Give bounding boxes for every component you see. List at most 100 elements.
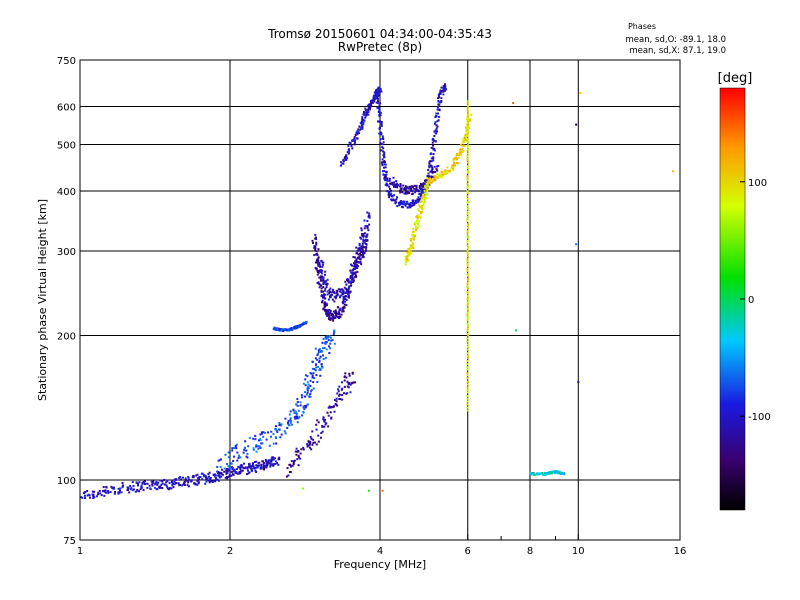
- data-point: [315, 243, 318, 246]
- data-point: [297, 454, 300, 457]
- colorbar-label: [deg]: [718, 71, 753, 86]
- data-point: [401, 206, 404, 209]
- data-point: [142, 480, 145, 483]
- data-point: [466, 218, 469, 221]
- data-point: [434, 179, 437, 182]
- data-point: [166, 479, 169, 482]
- data-point: [467, 334, 470, 337]
- data-point: [265, 463, 268, 466]
- data-point: [355, 266, 358, 269]
- data-point: [364, 109, 367, 112]
- data-point: [320, 277, 323, 280]
- data-point: [382, 147, 385, 150]
- data-point: [314, 261, 317, 264]
- data-point: [318, 286, 321, 289]
- data-point: [358, 261, 361, 264]
- data-point: [360, 127, 363, 130]
- data-point: [265, 460, 268, 463]
- data-point: [269, 465, 272, 468]
- data-point: [306, 375, 309, 378]
- data-point: [302, 410, 305, 413]
- data-point: [378, 132, 381, 135]
- data-point: [338, 296, 341, 299]
- data-point: [466, 354, 469, 357]
- data-point: [409, 185, 412, 188]
- data-point: [462, 150, 465, 153]
- data-point: [252, 447, 255, 450]
- data-point: [363, 239, 366, 242]
- data-point: [331, 339, 334, 342]
- data-point: [273, 457, 276, 460]
- data-point: [361, 119, 364, 122]
- data-point: [336, 392, 339, 395]
- data-point: [241, 465, 244, 468]
- data-point: [327, 425, 330, 428]
- data-point: [363, 251, 366, 254]
- data-point: [352, 262, 355, 265]
- data-point: [321, 296, 324, 299]
- data-point: [428, 161, 431, 164]
- data-point: [293, 412, 296, 415]
- data-point: [349, 383, 352, 386]
- data-point: [347, 281, 350, 284]
- data-point: [439, 90, 442, 93]
- data-point: [99, 492, 102, 495]
- data-point: [306, 403, 309, 406]
- data-point: [317, 260, 320, 263]
- data-point: [314, 347, 317, 350]
- data-point: [311, 239, 314, 242]
- data-point: [419, 188, 422, 191]
- data-point: [306, 389, 309, 392]
- data-point: [254, 434, 257, 437]
- data-point: [323, 293, 326, 296]
- data-point: [341, 387, 344, 390]
- data-point: [321, 279, 324, 282]
- data-point: [444, 85, 447, 88]
- data-point: [466, 200, 469, 203]
- data-point: [332, 315, 335, 318]
- data-point: [419, 195, 422, 198]
- data-point: [440, 97, 443, 100]
- data-point: [421, 185, 424, 188]
- data-point: [396, 186, 399, 189]
- data-point: [348, 285, 351, 288]
- data-point: [467, 113, 470, 116]
- data-point: [439, 92, 442, 95]
- data-point: [337, 317, 340, 320]
- data-point: [450, 166, 453, 169]
- data-point: [408, 203, 411, 206]
- data-point: [280, 433, 283, 436]
- data-point: [325, 312, 328, 315]
- data-point: [466, 285, 469, 288]
- data-point: [466, 290, 469, 293]
- data-point: [354, 261, 357, 264]
- data-point: [466, 236, 469, 239]
- data-point: [220, 475, 223, 478]
- data-point: [375, 89, 378, 92]
- data-point: [367, 489, 370, 492]
- data-point: [354, 264, 357, 267]
- data-point: [341, 381, 344, 384]
- data-point: [187, 476, 190, 479]
- data-point: [466, 403, 469, 406]
- data-point: [466, 251, 469, 254]
- data-point: [466, 352, 469, 355]
- data-point: [414, 191, 417, 194]
- data-point: [383, 163, 386, 166]
- data-point: [360, 227, 363, 230]
- data-point: [438, 175, 441, 178]
- data-point: [378, 127, 381, 130]
- data-point: [388, 177, 391, 180]
- data-point: [344, 156, 347, 159]
- data-point: [238, 454, 241, 457]
- data-point: [256, 464, 259, 467]
- data-point: [306, 381, 309, 384]
- data-point: [349, 391, 352, 394]
- data-point: [102, 486, 105, 489]
- data-point: [365, 247, 368, 250]
- data-point: [367, 107, 370, 110]
- data-point: [344, 297, 347, 300]
- data-point: [390, 194, 393, 197]
- data-point: [330, 405, 333, 408]
- data-point: [337, 388, 340, 391]
